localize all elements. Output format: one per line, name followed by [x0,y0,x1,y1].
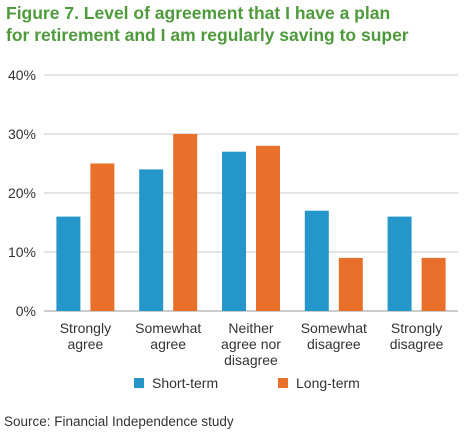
source-note: Source: Financial Independence study [4,414,234,429]
x-tick-label: agree [67,336,103,352]
x-tick-label: disagree [390,336,444,352]
bar-short-term [304,210,329,311]
legend-swatch [278,378,288,388]
x-tick-label: Strongly [391,320,442,336]
bar-long-term [421,257,446,311]
bars [56,134,446,311]
x-tick-label: Somewhat [301,320,367,336]
legend-label: Short-term [152,375,218,391]
x-tick-label: Strongly [60,320,111,336]
x-tick-label: Neither [228,320,273,336]
bar-short-term [222,151,246,311]
y-axis-ticks: 0% 10% 20% 30% 40% [8,67,36,319]
y-tick-label: 0% [16,303,36,319]
x-tick-label: agree [150,336,186,352]
bar-long-term [256,145,280,311]
y-tick-label: 30% [8,126,36,142]
bar-short-term [387,216,412,311]
bar-long-term [173,134,198,311]
y-tick-label: 20% [8,185,36,201]
bar-long-term [90,163,115,311]
y-tick-label: 40% [8,67,36,83]
chart-title-line-1: Figure 7. Level of agreement that I have… [6,3,391,23]
x-tick-label: disagree [307,336,361,352]
x-tick-label: Somewhat [135,320,201,336]
bar-short-term [139,169,164,311]
x-tick-label: disagree [224,352,278,368]
bar-short-term [56,216,81,311]
legend-label: Long-term [296,375,360,391]
chart-title-line-2: for retirement and I am regularly saving… [6,25,409,45]
bar-chart: 0%10%20%30%40% StronglyagreeSomewhatagre… [8,67,458,391]
chart-title: Figure 7. Level of agreement that I have… [6,2,462,46]
legend: Short-term Long-term [134,375,360,391]
y-tick-label: 10% [8,244,36,260]
bar-long-term [338,257,363,311]
x-tick-label: agree nor [221,336,281,352]
legend-swatch [134,378,144,388]
